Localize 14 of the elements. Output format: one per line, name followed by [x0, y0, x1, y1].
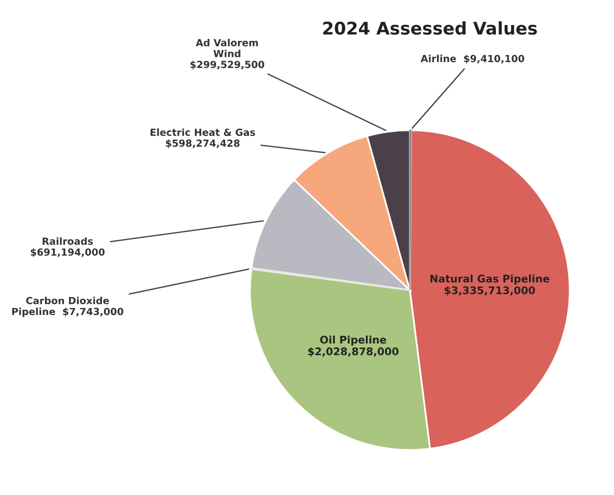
slice-label: Ad Valorem Wind	[196, 38, 258, 58]
data-label: $299,529,500	[190, 60, 264, 70]
data-label: $598,274,428	[166, 139, 240, 148]
slice-label: Railroads	[42, 237, 93, 245]
data-label: $691,194,000	[30, 248, 105, 258]
data-label: $3,335,713,000	[444, 286, 535, 296]
slice-label: Oil Pipeline	[320, 336, 386, 346]
pie-slice	[250, 267, 410, 291]
chart-title: 2024 Assessed Values	[323, 21, 537, 35]
slice-label: Carbon Dioxide Pipeline $7,743,000	[12, 296, 124, 318]
data-label: $2,028,878,000	[308, 347, 398, 357]
slice-label: Airline $9,410,100	[420, 54, 524, 64]
slice-label: Electric Heat & Gas	[150, 128, 256, 136]
slice-label: Natural Gas Pipeline	[430, 274, 550, 285]
